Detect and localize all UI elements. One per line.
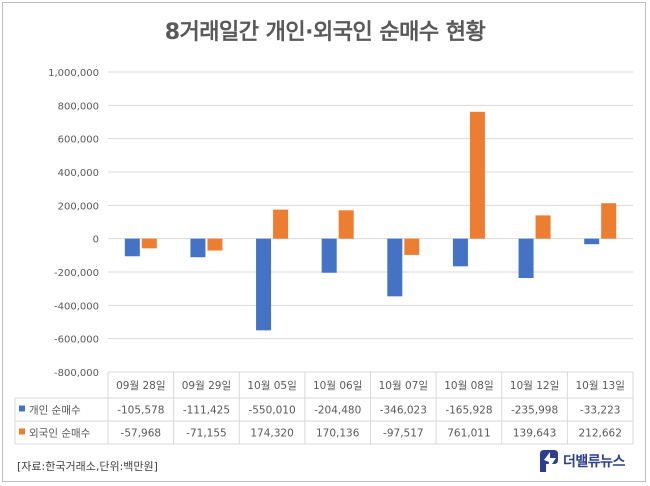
data-table-value: 761,011 xyxy=(447,428,490,440)
bar-foreign xyxy=(404,238,420,255)
data-table-value: -346,023 xyxy=(380,405,427,417)
bar-foreign xyxy=(469,111,485,239)
data-table-value: 212,662 xyxy=(578,428,621,440)
x-tick-label: 10월 08일 xyxy=(444,379,493,392)
x-tick-label: 10월 06일 xyxy=(313,379,362,392)
y-tick-label: -600,000 xyxy=(54,335,99,346)
y-tick-label: 1,000,000 xyxy=(48,68,99,79)
x-tick-label: 09월 29일 xyxy=(182,379,231,392)
y-tick-label: 800,000 xyxy=(58,101,99,112)
data-table-value: -71,155 xyxy=(186,428,227,440)
data-table-value: 174,320 xyxy=(250,428,293,440)
x-tick-label: 10월 07일 xyxy=(379,379,428,392)
y-tick-label: -800,000 xyxy=(54,368,99,379)
y-tick-label: -400,000 xyxy=(54,301,99,312)
x-tick-label: 10월 05일 xyxy=(247,379,296,392)
bar-foreign xyxy=(141,238,157,249)
chart-frame xyxy=(2,2,646,482)
data-table-value: -105,578 xyxy=(117,405,164,417)
bar-individual xyxy=(584,238,600,245)
bar-individual xyxy=(387,238,403,297)
data-table-value: 139,643 xyxy=(513,428,556,440)
data-table-value: -57,968 xyxy=(121,428,162,440)
y-tick-label: 200,000 xyxy=(58,201,99,212)
legend-label: 개인 순매수 xyxy=(29,405,81,417)
y-tick-label: -200,000 xyxy=(54,268,99,279)
legend-key xyxy=(19,405,25,412)
bar-individual xyxy=(256,238,272,331)
logo-text: 더밸류뉴스 xyxy=(563,454,625,470)
legend-key xyxy=(19,428,25,435)
y-tick-label: 400,000 xyxy=(58,168,99,179)
y-tick-label: 600,000 xyxy=(58,135,99,146)
data-table-value: 170,136 xyxy=(316,428,360,440)
bar-foreign xyxy=(273,209,289,239)
data-table-value: -165,928 xyxy=(445,405,492,417)
bar-individual xyxy=(124,238,140,257)
brand-logo: 더밸류뉴스 xyxy=(538,447,625,475)
data-table-value: -204,480 xyxy=(314,405,361,417)
bar-individual xyxy=(321,238,337,273)
bar-individual xyxy=(518,238,534,278)
x-tick-label: 10월 13일 xyxy=(575,379,624,392)
x-tick-label: 09월 28일 xyxy=(116,379,165,392)
data-table-value: -235,998 xyxy=(511,405,558,417)
data-table-value: -97,517 xyxy=(383,428,424,440)
x-tick-label: 10월 12일 xyxy=(510,379,559,392)
bar-foreign xyxy=(601,203,617,239)
data-table-value: -550,010 xyxy=(248,405,295,417)
bar-individual xyxy=(190,238,206,258)
bar-foreign xyxy=(338,210,354,239)
bar-foreign xyxy=(535,215,551,239)
bar-foreign xyxy=(207,238,223,251)
legend-label: 외국인 순매수 xyxy=(29,428,91,440)
data-table-value: -111,425 xyxy=(183,405,230,417)
bar-individual xyxy=(452,238,468,267)
chart-title: 8거래일간 개인·외국인 순매수 현황 xyxy=(164,20,486,45)
data-table-value: -33,223 xyxy=(580,405,621,417)
source-note: [자료:한국거래소,단위:백만원] xyxy=(17,460,158,473)
y-tick-label: 0 xyxy=(93,235,99,246)
logo-mark-icon xyxy=(540,450,558,472)
